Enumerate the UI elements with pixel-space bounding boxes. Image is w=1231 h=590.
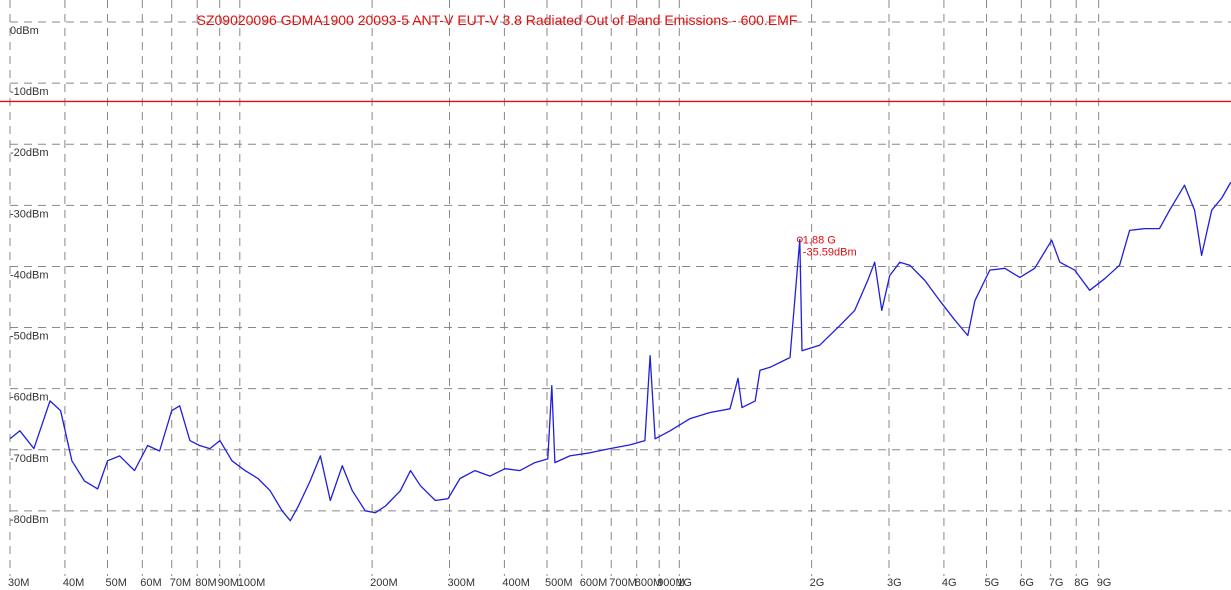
x-tick-label: 4G — [942, 577, 957, 589]
x-tick-label: 600M — [580, 577, 608, 589]
y-tick-label: -30dBm — [10, 208, 49, 220]
y-tick-label: -80dBm — [10, 514, 49, 526]
x-tick-label: 60M — [140, 577, 161, 589]
x-tick-label: 40M — [63, 577, 84, 589]
x-tick-label: 9G — [1097, 577, 1112, 589]
marker-label: -35.59dBm — [803, 246, 857, 258]
x-tick-label: 100M — [238, 577, 266, 589]
x-tick-label: 7G — [1049, 577, 1064, 589]
marker-label: 1.88 G — [803, 234, 836, 246]
x-tick-label: 6G — [1019, 577, 1034, 589]
x-tick-label: 2G — [810, 577, 825, 589]
x-tick-label: 900M — [657, 577, 685, 589]
x-tick-label: 200M — [370, 577, 398, 589]
x-tick-label: 800M — [635, 577, 663, 589]
y-tick-label: 0dBm — [10, 25, 39, 37]
x-tick-label: 80M — [195, 577, 216, 589]
x-tick-label: 1G — [677, 577, 692, 589]
x-tick-label: 8G — [1074, 577, 1089, 589]
trace — [9, 181, 1231, 522]
y-tick-label: -50dBm — [10, 331, 49, 343]
x-tick-label: 300M — [448, 577, 476, 589]
marker — [796, 236, 803, 243]
x-tick-label: 3G — [887, 577, 902, 589]
y-tick-label: -60dBm — [10, 392, 49, 404]
x-tick-label: 70M — [170, 577, 191, 589]
y-tick-label: -40dBm — [10, 269, 49, 281]
x-tick-label: 400M — [502, 577, 530, 589]
y-tick-label: -20dBm — [10, 147, 49, 159]
chart-title: SZ09020096 GDMA1900 20093-5 ANT-V EUT-V … — [197, 12, 798, 28]
x-tick-label: 5G — [985, 577, 1000, 589]
y-tick-label: -10dBm — [10, 86, 49, 98]
y-tick-label: -70dBm — [10, 453, 49, 465]
x-tick-label: 50M — [106, 577, 127, 589]
x-tick-label: 700M — [609, 577, 637, 589]
x-tick-label: 500M — [545, 577, 573, 589]
x-tick-label: 90M — [218, 577, 239, 589]
x-tick-label: 30M — [8, 577, 29, 589]
